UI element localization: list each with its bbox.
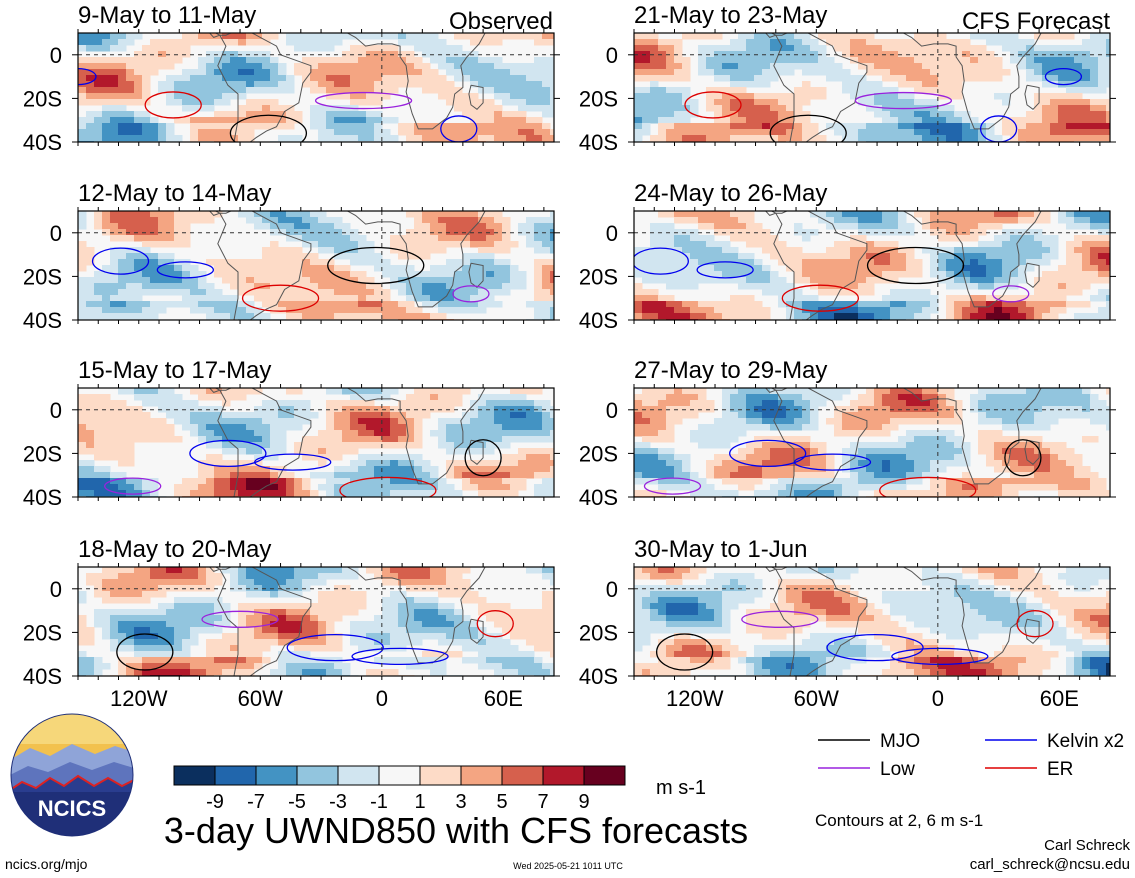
x-tick-label: 120W bbox=[110, 686, 168, 711]
panel-title: 27-May to 29-May bbox=[634, 357, 827, 384]
y-tick-label: 0 bbox=[606, 221, 618, 246]
map-panel: 0 20S 40S 30-May to 1-Jun 120W 60W 0 60E bbox=[579, 536, 1116, 711]
legend-kelvin-label: Kelvin x2 bbox=[1047, 731, 1124, 752]
legend-mjo-label: MJO bbox=[880, 731, 920, 752]
x-tick-label: 60E bbox=[484, 686, 523, 711]
y-tick-label: 20S bbox=[23, 620, 62, 645]
y-tick-label: 20S bbox=[579, 264, 618, 289]
colorbar-tick-label: 7 bbox=[537, 791, 548, 813]
colorbar-swatch bbox=[583, 765, 626, 786]
x-tick-label: 60W bbox=[238, 686, 283, 711]
x-tick-label: 0 bbox=[376, 686, 388, 711]
y-tick-label: 20S bbox=[579, 620, 618, 645]
panels-layer: 0 20S 40S 9-May to 11-May 0 20S 40S 12-May to 1… bbox=[23, 2, 1116, 711]
logo-text: NCICS bbox=[38, 796, 106, 821]
y-tick-label: 20S bbox=[579, 86, 618, 111]
y-tick-label: 0 bbox=[606, 577, 618, 602]
legend-er-label: ER bbox=[1047, 759, 1073, 780]
legend-low-label: Low bbox=[880, 759, 915, 780]
y-tick-label: 40S bbox=[23, 308, 62, 333]
y-tick-label: 20S bbox=[23, 86, 62, 111]
y-tick-label: 0 bbox=[50, 43, 62, 68]
y-tick-label: 0 bbox=[50, 221, 62, 246]
x-tick-label: 0 bbox=[932, 686, 944, 711]
y-tick-label: 0 bbox=[50, 398, 62, 423]
colorbar-swatch bbox=[173, 765, 216, 786]
colorbar-tick-label: 5 bbox=[496, 791, 507, 813]
y-tick-label: 40S bbox=[579, 485, 618, 510]
x-tick-label: 120W bbox=[666, 686, 724, 711]
contour-note: Contours at 2, 6 m s-1 bbox=[815, 811, 983, 830]
colorbar-tick-label: 1 bbox=[414, 791, 425, 813]
y-tick-label: 0 bbox=[606, 398, 618, 423]
map-panel: 0 20S 40S 27-May to 29-May bbox=[579, 357, 1116, 510]
colorbar-swatch bbox=[460, 765, 503, 786]
panel-title: 18-May to 20-May bbox=[78, 536, 271, 563]
y-tick-label: 20S bbox=[23, 264, 62, 289]
colorbar-tick-label: -7 bbox=[247, 791, 265, 813]
panel-title: 21-May to 23-May bbox=[634, 2, 827, 29]
colorbar-swatch bbox=[214, 765, 257, 786]
colorbar-swatch bbox=[419, 765, 462, 786]
author-email: carl_schreck@ncsu.edu bbox=[970, 856, 1130, 873]
colorbar-tick-label: -9 bbox=[206, 791, 224, 813]
author-name: Carl Schreck bbox=[1044, 837, 1130, 854]
legend: MJO Kelvin x2 Low ER bbox=[818, 731, 1124, 780]
colorbar-swatch bbox=[378, 765, 421, 786]
colorbar-tick-label: -3 bbox=[329, 791, 347, 813]
colorbar-swatch bbox=[296, 765, 339, 786]
panel-title: 30-May to 1-Jun bbox=[634, 536, 807, 563]
colorbar-tick-label: -5 bbox=[288, 791, 306, 813]
forecast-label: CFS Forecast bbox=[962, 8, 1110, 35]
y-tick-label: 40S bbox=[23, 664, 62, 689]
panel-title: 9-May to 11-May bbox=[78, 2, 256, 29]
map-panel: 0 20S 40S 15-May to 17-May bbox=[23, 357, 560, 510]
map-panel: 0 20S 40S 24-May to 26-May bbox=[579, 180, 1116, 333]
map-panel: 0 20S 40S 9-May to 11-May bbox=[23, 2, 560, 155]
colorbar-tick-label: 9 bbox=[578, 791, 589, 813]
timestamp: Wed 2025-05-21 1011 UTC bbox=[513, 861, 623, 871]
colorbar-swatch bbox=[337, 765, 380, 786]
y-tick-label: 20S bbox=[579, 441, 618, 466]
panel-title: 24-May to 26-May bbox=[634, 180, 827, 207]
colorbar-units: m s-1 bbox=[656, 777, 706, 799]
map-panel: 0 20S 40S 12-May to 14-May bbox=[23, 180, 560, 333]
colorbar: -9 -7 -5 -3 -1 1 3 5 7 9 bbox=[173, 765, 626, 813]
colorbar-swatch bbox=[501, 765, 544, 786]
y-tick-label: 40S bbox=[579, 308, 618, 333]
ncics-logo: NCICS bbox=[10, 713, 134, 837]
map-panel: 0 20S 40S 21-May to 23-May bbox=[579, 2, 1116, 155]
y-tick-label: 20S bbox=[23, 441, 62, 466]
colorbar-tick-label: -1 bbox=[370, 791, 388, 813]
colorbar-swatch bbox=[255, 765, 298, 786]
y-tick-label: 0 bbox=[606, 43, 618, 68]
x-tick-label: 60E bbox=[1040, 686, 1079, 711]
y-tick-label: 40S bbox=[23, 485, 62, 510]
panel-title: 12-May to 14-May bbox=[78, 180, 271, 207]
y-tick-label: 40S bbox=[23, 130, 62, 155]
y-tick-label: 0 bbox=[50, 577, 62, 602]
y-tick-label: 40S bbox=[579, 664, 618, 689]
y-tick-label: 40S bbox=[579, 130, 618, 155]
observed-label: Observed bbox=[449, 8, 553, 35]
x-tick-label: 60W bbox=[794, 686, 839, 711]
main-title: 3-day UWND850 with CFS forecasts bbox=[164, 810, 748, 851]
website-link[interactable]: ncics.org/mjo bbox=[5, 856, 88, 872]
panel-title: 15-May to 17-May bbox=[78, 357, 271, 384]
colorbar-swatch bbox=[542, 765, 585, 786]
map-panel: 0 20S 40S 18-May to 20-May 120W 60W 0 60E bbox=[23, 536, 560, 711]
colorbar-tick-label: 3 bbox=[455, 791, 466, 813]
